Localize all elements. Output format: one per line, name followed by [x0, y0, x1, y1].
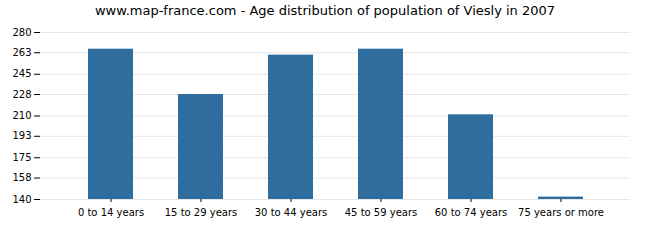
html-text:www.map-france.com - Age distr: www.map-france.com - Age distribution of…: [94, 3, 556, 18]
svg-text:30 to 44 years: 30 to 44 years: [255, 207, 328, 218]
svg-text:263: 263: [12, 47, 31, 58]
svg-text:245: 245: [12, 68, 31, 79]
svg-text:175: 175: [12, 152, 31, 163]
svg-text:228: 228: [12, 89, 31, 100]
svg-text:45 to 59 years: 45 to 59 years: [345, 207, 418, 218]
svg-text:0 to 14 years: 0 to 14 years: [78, 207, 144, 218]
svg-text:210: 210: [12, 110, 31, 121]
svg-text:280: 280: [12, 27, 31, 38]
svg-text:193: 193: [12, 130, 31, 141]
svg-text:75 years or more: 75 years or more: [518, 207, 604, 218]
svg-text:158: 158: [12, 172, 31, 183]
svg-text:15 to 29 years: 15 to 29 years: [165, 207, 238, 218]
svg-text:60 to 74 years: 60 to 74 years: [435, 207, 508, 218]
svg-text:140: 140: [12, 194, 31, 205]
